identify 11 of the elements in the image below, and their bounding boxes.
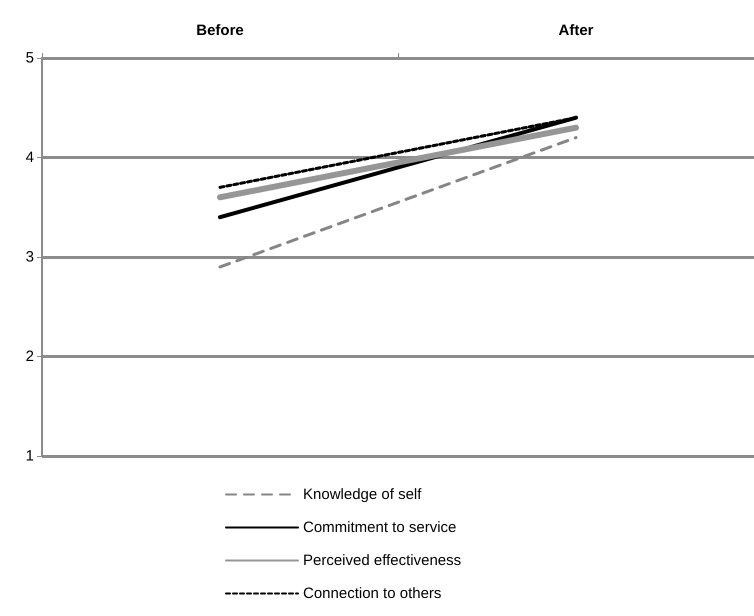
legend-label: Knowledge of self — [303, 486, 422, 503]
y-tick-label: 3 — [26, 248, 34, 266]
x-tick-label: After — [558, 22, 594, 39]
legend-label: Connection to others — [303, 585, 442, 602]
x-tick-label: Before — [196, 22, 244, 39]
y-tick-label: 4 — [26, 149, 34, 166]
y-tick-label: 1 — [26, 448, 34, 464]
legend-label: Commitment to service — [303, 519, 456, 536]
y-tick-label: 2 — [26, 348, 34, 365]
y-tick-label: 5 — [26, 50, 34, 66]
legend-label: Perceived effectiveness — [303, 552, 462, 569]
